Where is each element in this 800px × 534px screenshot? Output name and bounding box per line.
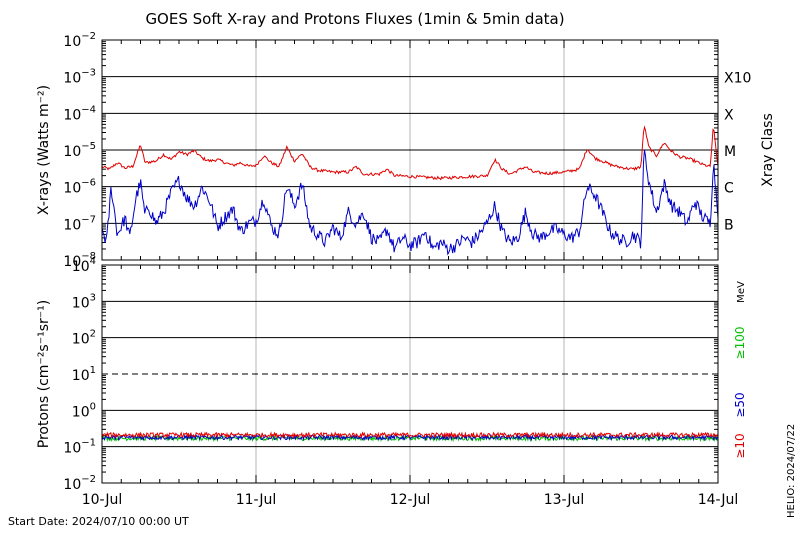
energy-label: ≥100 <box>733 327 747 360</box>
helio-credit-label: HELIO: 2024/07/22 <box>786 424 797 518</box>
y-axis-label: X-rays (Watts m⁻²) <box>36 85 52 215</box>
xray-class-label: B <box>724 217 734 233</box>
y-tick-label: 10−2 <box>63 31 96 50</box>
panel-frame <box>101 39 719 261</box>
y-tick-label: 10−3 <box>63 68 96 87</box>
y-tick-label: 100 <box>72 401 96 420</box>
x-tick-label: 10-Jul <box>82 492 123 508</box>
x-tick-label: 12-Jul <box>390 492 431 508</box>
y-tick-label: 103 <box>72 292 96 311</box>
y-axis-label: Protons (cm⁻²s⁻¹sr⁻¹) <box>36 300 52 449</box>
mev-unit-label: MeV <box>736 281 747 303</box>
start-date-label: Start Date: 2024/07/10 00:00 UT <box>8 515 189 528</box>
y-tick-label: 10−6 <box>63 178 96 197</box>
y-tick-label: 10−4 <box>63 104 96 123</box>
y-tick-label: 10−1 <box>63 438 96 457</box>
y-tick-label: 10−2 <box>63 474 96 493</box>
y-tick-label: 10−7 <box>63 214 96 233</box>
y-tick-label: 102 <box>72 329 96 348</box>
x-tick-label: 13-Jul <box>544 492 585 508</box>
xray-long-series <box>101 125 719 181</box>
y-tick-label: 104 <box>72 256 96 275</box>
x-tick-label: 14-Jul <box>698 492 739 508</box>
y-tick-label: 10−5 <box>63 141 96 160</box>
energy-label: ≥10 <box>733 433 747 458</box>
x-tick-label: 11-Jul <box>236 492 277 508</box>
panel-frame <box>101 264 719 484</box>
xray-class-axis-label: Xray Class <box>760 113 776 187</box>
y-tick-label: 101 <box>72 365 96 384</box>
protons-panel: 10−2 10−1 100 101 102 103 104 MeV ≥100 ≥50 ≥10 Prot… <box>36 256 747 508</box>
xray-class-label: X10 <box>724 71 751 87</box>
xray-short-series <box>101 150 719 256</box>
xray-class-label: M <box>724 144 736 160</box>
xray-class-label: X <box>724 107 734 123</box>
xray-panel: 10−8 10−7 10−6 10−5 10−4 10−3 10−2 B C M X X10 Xray … <box>36 31 776 270</box>
xray-class-label: C <box>724 181 734 197</box>
proton-series <box>101 433 719 442</box>
energy-label: ≥50 <box>733 392 747 417</box>
chart-title: GOES Soft X-ray and Protons Fluxes (1min… <box>145 10 564 28</box>
proton-series <box>101 431 719 439</box>
y-tick-label: 10−8 <box>63 251 96 270</box>
